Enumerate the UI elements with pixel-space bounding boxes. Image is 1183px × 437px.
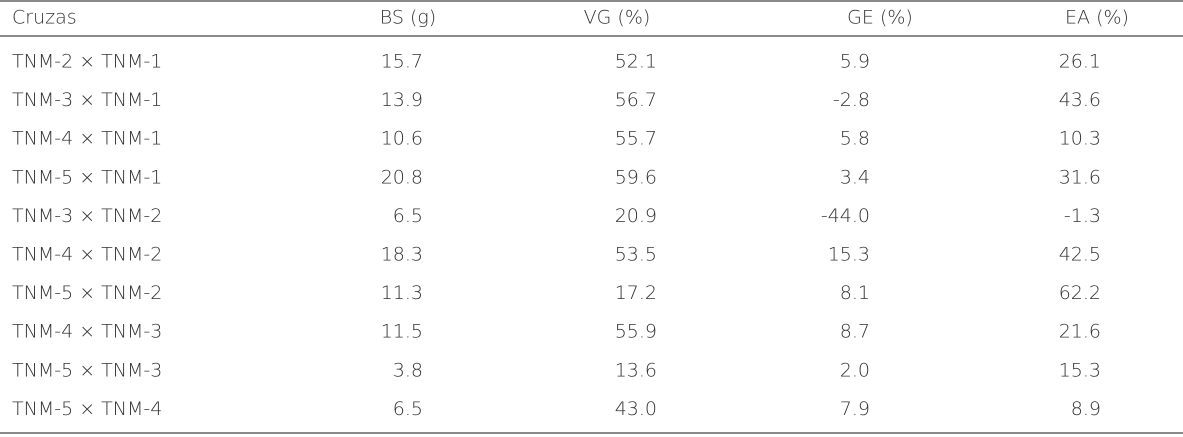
cell: 3.8	[393, 359, 423, 381]
cell: 55.7	[615, 128, 657, 150]
cell: 21.6	[1059, 321, 1101, 343]
cell: 3.4	[840, 166, 870, 188]
cell: 5.9	[840, 51, 870, 73]
cell: 20.8	[381, 166, 423, 188]
cell: 10.3	[1059, 128, 1101, 150]
row-label: TNM-4 × TNM-1	[12, 128, 162, 150]
cell: 31.6	[1059, 166, 1101, 188]
header-cell: BS (g)	[380, 7, 436, 29]
cell: 43.0	[615, 398, 657, 420]
cell: 15.7	[381, 51, 423, 73]
cell: 11.3	[381, 282, 423, 304]
row-label: TNM-5 × TNM-1	[12, 166, 162, 188]
cell: 13.6	[615, 359, 657, 381]
cell: 11.5	[381, 321, 423, 343]
cell: 18.3	[381, 244, 423, 266]
cell: 6.5	[393, 398, 423, 420]
cell: 52.1	[615, 51, 657, 73]
row-label: TNM-4 × TNM-3	[12, 321, 162, 343]
cell: -2.8	[833, 89, 870, 111]
header-cell: VG (%)	[584, 7, 651, 29]
cell: 43.6	[1059, 89, 1101, 111]
cell: 5.8	[840, 128, 870, 150]
row-label: TNM-3 × TNM-1	[12, 89, 162, 111]
cell: 59.6	[615, 166, 657, 188]
cell: 13.9	[381, 89, 423, 111]
cell: 6.5	[393, 205, 423, 227]
header-cell: EA (%)	[1065, 7, 1129, 29]
header-cell: GE (%)	[847, 7, 913, 29]
row-label: TNM-5 × TNM-4	[12, 398, 162, 420]
cell: 2.0	[840, 359, 870, 381]
cell: 53.5	[615, 244, 657, 266]
row-label: TNM-3 × TNM-2	[12, 205, 162, 227]
cell: 7.9	[840, 398, 870, 420]
cell: 56.7	[615, 89, 657, 111]
cell: 62.2	[1059, 282, 1101, 304]
row-label: TNM-5 × TNM-3	[12, 359, 162, 381]
cell: 8.7	[840, 321, 870, 343]
cell: 8.9	[1071, 398, 1101, 420]
cell: 20.9	[615, 205, 657, 227]
cell: 10.6	[381, 128, 423, 150]
row-label: TNM-5 × TNM-2	[12, 282, 162, 304]
cell: 8.1	[840, 282, 870, 304]
header-cell: Cruzas	[12, 7, 77, 29]
cell: 26.1	[1059, 51, 1101, 73]
cell: 42.5	[1059, 244, 1101, 266]
cell: 15.3	[1059, 359, 1101, 381]
cell: -44.0	[821, 205, 870, 227]
cell: 15.3	[828, 244, 870, 266]
cell: 17.2	[615, 282, 657, 304]
row-label: TNM-2 × TNM-1	[12, 51, 162, 73]
row-label: TNM-4 × TNM-2	[12, 244, 162, 266]
cell: 55.9	[615, 321, 657, 343]
cell: -1.3	[1064, 205, 1101, 227]
